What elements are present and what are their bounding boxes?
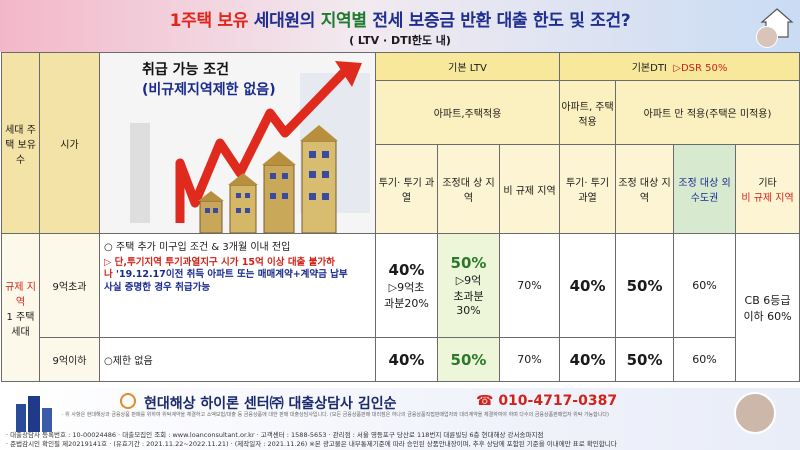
dti-spec-over-9: 40% xyxy=(559,233,617,338)
ltv-spec-over-9: 40% ▷9억초 과분20% xyxy=(375,233,438,338)
apt-house-ltv-header: 아파트,주택적용 xyxy=(374,80,561,145)
ltv-nonreg-over-9: 70% xyxy=(498,233,561,338)
dti-capital-header: 조정 대상 외 수도권 xyxy=(673,144,737,234)
avatar xyxy=(756,26,778,48)
growth-chart-illustration xyxy=(100,53,375,233)
footer: 현대해상 하이론 센터㈜ 대출상담사 김인순 ☎ 010-4717-0387 ·… xyxy=(0,388,800,450)
title-banner: 1주택 보유 세대원의 지역별 전세 보증금 반환 대출 한도 및 조건? ( … xyxy=(0,0,800,52)
dti-other-header: 기타 비 규제 지역 xyxy=(735,144,800,234)
fine-print: · 위 사항은 현대해상과 금융상품 판매를 위하여 위탁계약을 체결하고 소액… xyxy=(62,412,609,418)
conditions-over-9: ○ 주택 추가 미구입 조건 & 3개월 이내 전입 ▷ 단,투기지역 투기과열… xyxy=(99,233,376,338)
ltv-adj-over-9: 50% ▷9억 초과분 30% xyxy=(437,233,500,338)
ltv-adj-under-9: 50% xyxy=(437,337,500,382)
dti-speculative-header: 투기· 투기 과열 xyxy=(559,144,617,234)
building-icon xyxy=(198,125,338,233)
dti-adjust-header: 조정 대상 지역 xyxy=(615,144,675,234)
dti-other-cell: CB 6등급 이하 60% xyxy=(735,233,800,382)
ltv-nonreg-under-9: 70% xyxy=(498,337,561,382)
page-subtitle: ( LTV · DTI한도 내) xyxy=(349,34,451,47)
company-logo-icon xyxy=(120,393,136,409)
illustration-title: 취급 가능 조건 xyxy=(142,62,230,78)
phone-number[interactable]: ☎ 010-4717-0387 xyxy=(476,393,618,409)
conditions-under-9: ○제한 없음 xyxy=(99,337,376,382)
price-over-9: 9억초과 xyxy=(39,233,100,338)
price-under-9: 9억이하 xyxy=(39,337,100,382)
col-price-header: 시가 xyxy=(39,52,100,234)
page-title: 1주택 보유 세대원의 지역별 전세 보증금 반환 대출 한도 및 조건? xyxy=(169,11,631,31)
dti-cap-over-9: 60% xyxy=(673,233,737,338)
apt-only-header: 아파트 만 적용(주택은 미적용) xyxy=(615,80,800,145)
ltv-speculative-header: 투기· 투기 과열 xyxy=(375,144,438,234)
apt-house-dti-header: 아파트, 주택 적용 xyxy=(559,80,617,145)
illustration-subtitle: (비규제지역제한 없음) xyxy=(142,82,276,98)
ltv-adjust-header: 조정대 상 지역 xyxy=(437,144,500,234)
compliance-line: · 준법감시인 확인필 제20219141호 · (유효기간 : 2021.11… xyxy=(6,440,617,448)
registration-line: · 대출상담사 등록번호 : 10-00024486 · 대출모집인 조회 : … xyxy=(6,431,544,439)
loan-conditions-table: 세대 주택 보유 수 시가 xyxy=(1,52,800,382)
ltv-spec-under-9: 40% xyxy=(375,337,438,382)
basic-ltv-header: 기본 LTV xyxy=(374,52,561,81)
household-cell: 규제 지역 1 주택 세대 xyxy=(1,233,40,382)
dti-spec-under-9: 40% xyxy=(559,337,617,382)
consultant-avatar xyxy=(734,392,776,434)
dti-adj-over-9: 50% xyxy=(615,233,675,338)
dti-adj-under-9: 50% xyxy=(615,337,675,382)
basic-dti-header: 기본DTI ▷DSR 50% xyxy=(559,52,800,81)
city-buildings-icon xyxy=(16,396,52,432)
dti-cap-under-9: 60% xyxy=(673,337,737,382)
illustration-cell: 취급 가능 조건 (비규제지역제한 없음) xyxy=(99,52,376,234)
col-household-header: 세대 주택 보유 수 xyxy=(1,52,40,234)
consultant-name: 현대해상 하이론 센터㈜ 대출상담사 김인순 xyxy=(144,396,397,412)
ltv-nonreg-header: 비 규제 지역 xyxy=(498,144,561,234)
